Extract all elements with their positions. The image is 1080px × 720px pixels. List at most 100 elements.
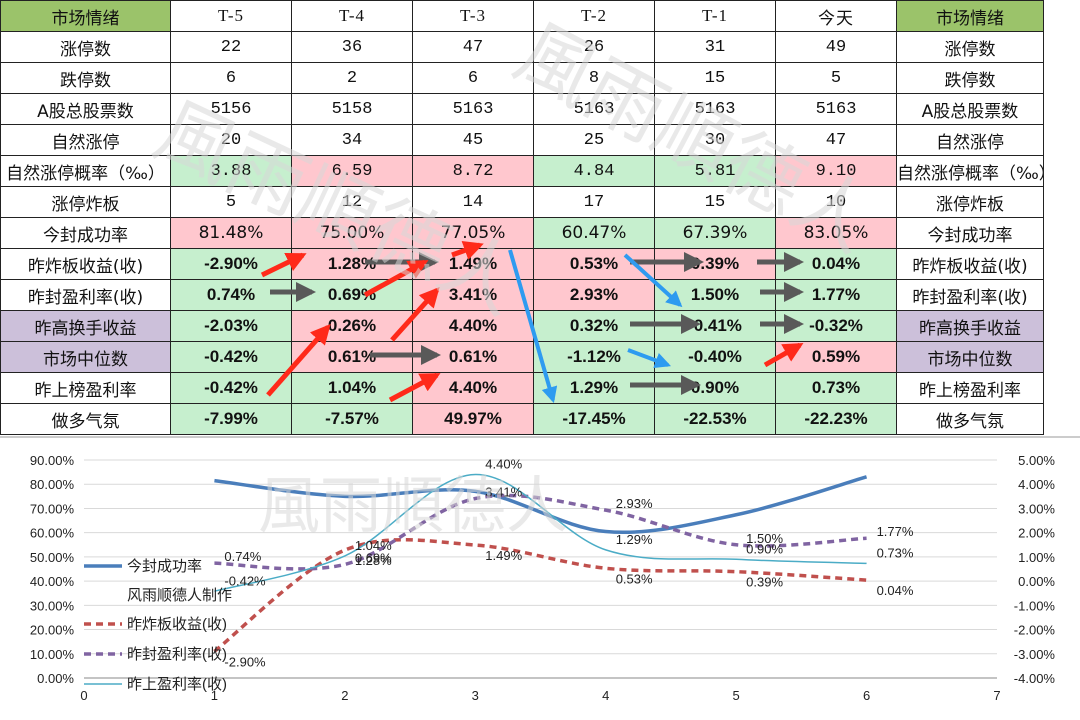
- table-cell: 15: [654, 186, 776, 218]
- table-row: 自然涨停 20 34 45 25 30 47 自然涨停: [0, 124, 1044, 156]
- table-cell: 15: [654, 62, 776, 94]
- y-right-tick-label: -3.00%: [1014, 647, 1056, 662]
- series-line: [214, 493, 867, 571]
- header-col-1: T-5: [170, 0, 292, 32]
- legend-label: 今封成功率: [127, 558, 202, 575]
- y-right-tick-label: 2.00%: [1018, 526, 1055, 541]
- table-cell: 0.61%: [412, 341, 534, 373]
- x-tick-label: 7: [993, 688, 1000, 703]
- table-cell: 6: [412, 62, 534, 94]
- row-label-right: 昨封盈利率(收): [896, 279, 1044, 311]
- row-label: 自然涨停: [0, 124, 171, 156]
- y-right-tick-label: 4.00%: [1018, 477, 1055, 492]
- x-tick-label: 3: [472, 688, 479, 703]
- row-label-right: 自然涨停概率（‰）: [896, 155, 1044, 187]
- row-label-right: 跌停数: [896, 62, 1044, 94]
- table-cell: 4.40%: [412, 310, 534, 342]
- table-cell: 20: [170, 124, 292, 156]
- row-label: 昨上榜盈利率: [0, 372, 171, 404]
- legend-credit: 风雨顺德人制作: [127, 586, 232, 604]
- table-cell: 25: [533, 124, 655, 156]
- series-line: [214, 475, 868, 535]
- row-label-right: 涨停数: [896, 31, 1044, 63]
- y-right-tick-label: -1.00%: [1014, 598, 1056, 613]
- table-cell: 0.61%: [291, 341, 413, 373]
- table-row: 市场中位数 -0.42% 0.61% 0.61% -1.12% -0.40% 0.59% 市场…: [0, 341, 1044, 373]
- table-cell: 5: [775, 62, 897, 94]
- table-cell: 0.53%: [533, 248, 655, 280]
- table-cell: -0.32%: [775, 310, 897, 342]
- row-label-right: 昨高换手收益: [896, 310, 1044, 342]
- table-cell: 5.81: [654, 155, 776, 187]
- table-row: 做多气氛 -7.99% -7.57% 49.97% -17.45% -22.53% -22.…: [0, 403, 1044, 435]
- table-cell: 3.41%: [412, 279, 534, 311]
- table-cell: 8.72: [412, 155, 534, 187]
- table-cell: -17.45%: [533, 403, 655, 435]
- table-cell: 12: [291, 186, 413, 218]
- row-label: 昨封盈利率(收): [0, 279, 171, 311]
- y-left-tick-label: 10.00%: [30, 647, 75, 662]
- table-cell: 3.88: [170, 155, 292, 187]
- data-label: 1.29%: [616, 532, 653, 547]
- table-row: 涨停数 22 36 47 26 31 49 涨停数: [0, 31, 1044, 63]
- table-cell: -22.23%: [775, 403, 897, 435]
- header-col-5: T-1: [654, 0, 776, 32]
- table-cell: 5163: [654, 93, 776, 125]
- data-label: 1.50%: [746, 531, 783, 546]
- row-label: 昨高换手收益: [0, 310, 171, 342]
- y-left-tick-label: 0.00%: [37, 671, 74, 686]
- header-col-4: T-2: [533, 0, 655, 32]
- table-cell: 5: [170, 186, 292, 218]
- row-label: 市场中位数: [0, 341, 171, 373]
- table-cell: 0.90%: [654, 372, 776, 404]
- table-cell: 5163: [412, 93, 534, 125]
- header-right-label: 市场情绪: [896, 0, 1044, 32]
- table-row: 自然涨停概率（‰） 3.88 6.59 8.72 4.84 5.81 9.10 自然涨停概率（…: [0, 155, 1044, 187]
- table-cell: 4.40%: [412, 372, 534, 404]
- table-cell: 81.48%: [170, 217, 292, 249]
- table-cell: 77.05%: [412, 217, 534, 249]
- table-cell: 2: [291, 62, 413, 94]
- table-cell: 5163: [533, 93, 655, 125]
- table-cell: 6: [170, 62, 292, 94]
- header-col-2: T-4: [291, 0, 413, 32]
- table-cell: 9.10: [775, 155, 897, 187]
- data-label: -0.42%: [224, 573, 266, 588]
- row-label-right: A股总股票数: [896, 93, 1044, 125]
- table-cell: -0.42%: [170, 372, 292, 404]
- table-row: 涨停炸板 5 12 14 17 15 10 涨停炸板: [0, 186, 1044, 218]
- table-cell: 83.05%: [775, 217, 897, 249]
- y-left-tick-label: 90.00%: [30, 453, 75, 468]
- table-cell: 47: [412, 31, 534, 63]
- table-row: 跌停数 6 2 6 8 15 5 跌停数: [0, 62, 1044, 94]
- table-cell: 0.73%: [775, 372, 897, 404]
- data-label: 0.39%: [746, 575, 783, 590]
- table-cell: 0.74%: [170, 279, 292, 311]
- table-cell: 5163: [775, 93, 897, 125]
- table-row: 今封成功率 81.48% 75.00% 77.05% 60.47% 67.39% 83.05…: [0, 217, 1044, 249]
- row-label: 自然涨停概率（‰）: [0, 155, 171, 187]
- table-cell: 22: [170, 31, 292, 63]
- legend-label: 昨封盈利率(收): [127, 646, 227, 663]
- data-label: 3.41%: [485, 485, 522, 500]
- table-cell: 14: [412, 186, 534, 218]
- y-left-tick-label: 20.00%: [30, 623, 75, 638]
- x-tick-label: 0: [80, 688, 87, 703]
- legend-label: 昨炸板收益(收): [127, 615, 227, 633]
- y-right-tick-label: 5.00%: [1018, 453, 1055, 468]
- data-label: 0.73%: [877, 545, 914, 560]
- y-left-tick-label: 40.00%: [30, 574, 75, 589]
- x-tick-label: 1: [211, 688, 218, 703]
- data-label: 1.77%: [877, 524, 914, 539]
- table-cell: -22.53%: [654, 403, 776, 435]
- table-cell: 1.50%: [654, 279, 776, 311]
- table-cell: 1.28%: [291, 248, 413, 280]
- row-label: 做多气氛: [0, 403, 171, 435]
- data-label: 0.74%: [224, 549, 261, 564]
- row-label: 涨停数: [0, 31, 171, 63]
- data-label: 1.49%: [485, 548, 522, 563]
- table-cell: -7.99%: [170, 403, 292, 435]
- row-label-right: 市场中位数: [896, 341, 1044, 373]
- row-label-right: 做多气氛: [896, 403, 1044, 435]
- x-tick-label: 5: [733, 688, 740, 703]
